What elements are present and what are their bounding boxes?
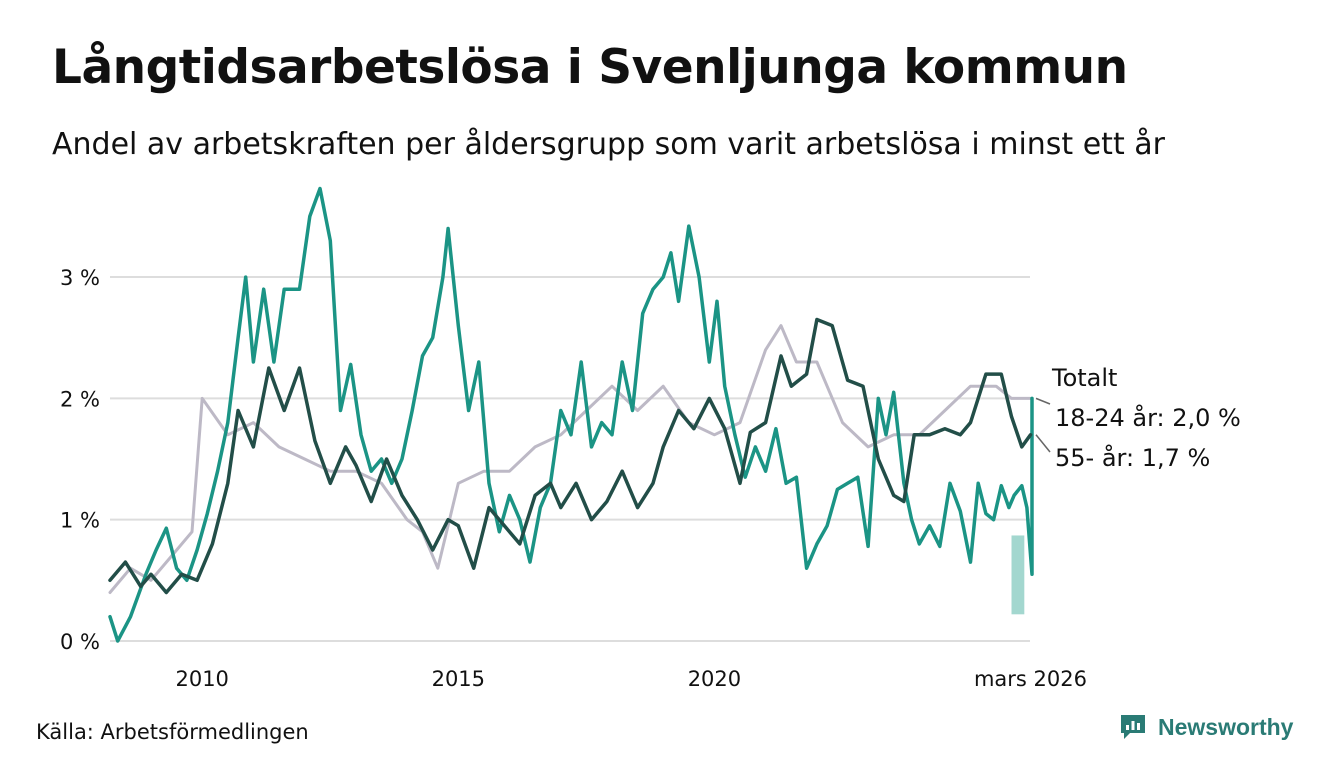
leader-line-totalt	[1035, 397, 1051, 405]
chart-title: Långtidsarbetslösa i Svenljunga kommun	[52, 40, 1128, 95]
series-label-youth: 18-24 år: 2,0 %	[1055, 403, 1241, 432]
series-labels: Totalt 18-24 år: 2,0 % 55- år: 1,7 %	[1035, 364, 1241, 472]
x-tick-label: 2010	[175, 667, 228, 691]
y-tick-label: 0 %	[60, 630, 100, 654]
gridlines	[110, 276, 1030, 642]
series-label-senior: 55- år: 1,7 %	[1055, 443, 1210, 472]
source-note: Källa: Arbetsförmedlingen	[36, 720, 309, 744]
brand-name: Newsworthy	[1158, 713, 1294, 740]
x-tick-label: 2015	[432, 667, 485, 691]
newsworthy-logo-icon	[1121, 715, 1145, 739]
series-lines	[108, 186, 1034, 643]
x-axis-ticks: 2010 2015 2020 mars 2026	[175, 667, 1087, 691]
x-tick-label: mars 2026	[974, 667, 1087, 691]
series-line-youth	[108, 186, 1034, 643]
brand-logo: Newsworthy	[1118, 712, 1293, 742]
series-line-senior	[108, 317, 1033, 595]
y-axis-ticks: 0 % 1 % 2 % 3 %	[60, 266, 100, 654]
chart-subtitle: Andel av arbetskraften per åldersgrupp s…	[52, 127, 1165, 162]
leader-line-senior	[1035, 434, 1051, 453]
y-tick-label: 3 %	[60, 266, 100, 290]
y-tick-label: 2 %	[60, 387, 100, 411]
series-label-totalt: Totalt	[1051, 364, 1117, 392]
series-line-totalt	[108, 324, 1032, 594]
y-tick-label: 1 %	[60, 509, 100, 533]
uncertainty-band	[1011, 535, 1025, 615]
uncertainty-band-group	[1011, 535, 1025, 615]
x-tick-label: 2020	[688, 667, 741, 691]
